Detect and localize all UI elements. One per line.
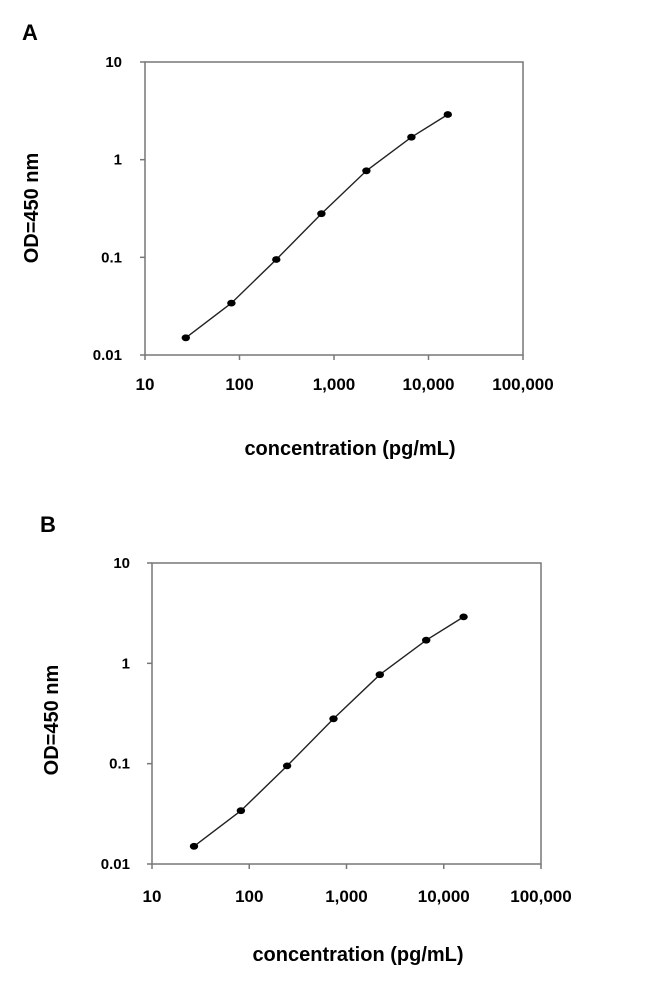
x-tick-label: 10,000: [403, 375, 455, 394]
data-point: [422, 636, 431, 644]
data-point: [329, 715, 338, 723]
y-tick-label: 0.1: [109, 756, 130, 773]
series-line: [185, 113, 449, 339]
y-tick-label: 10: [113, 555, 130, 572]
x-tick-label: 100: [235, 887, 263, 906]
x-axis-title: concentration (pg/mL): [252, 944, 463, 966]
x-axis-title: concentration (pg/mL): [244, 438, 455, 460]
y-axis-title: OD=450 nm: [41, 665, 63, 776]
data-point: [189, 842, 199, 850]
y-axis-title: OD=450 nm: [21, 153, 43, 264]
data-point: [282, 762, 292, 770]
chart-panel-a: A 0.01 0.1 1 10 10 100 1,000 10,000 100,000 concen…: [21, 20, 554, 460]
y-tick-label: 1: [122, 655, 130, 672]
data-point: [362, 167, 371, 175]
data-point: [375, 671, 384, 679]
x-tick-label: 10: [136, 375, 155, 394]
x-tick-label: 10: [143, 887, 162, 906]
chart-panel-b: B 0.01 0.1 1 10 10 100 1,000 10,000 100,000 concen…: [40, 512, 572, 966]
x-tick-label: 100,000: [510, 887, 571, 906]
panel-label: B: [40, 512, 56, 537]
plot-area: [151, 562, 542, 865]
data-point: [227, 299, 236, 307]
y-tick-label: 0.01: [93, 347, 122, 364]
data-point: [236, 807, 246, 815]
x-tick-label: 1,000: [313, 375, 356, 394]
data-point: [407, 133, 416, 141]
plot-area: [144, 61, 524, 356]
data-point: [443, 111, 452, 118]
x-tick-label: 100,000: [492, 375, 553, 394]
x-tick-label: 1,000: [325, 887, 368, 906]
data-point: [317, 210, 326, 218]
y-tick-label: 0.01: [101, 856, 130, 873]
series-line: [193, 616, 464, 847]
x-tick-label: 10,000: [418, 887, 470, 906]
data-point: [181, 334, 190, 342]
y-tick-label: 1: [114, 152, 122, 169]
data-point: [459, 613, 468, 621]
y-tick-label: 0.1: [101, 249, 122, 266]
panel-label: A: [22, 20, 38, 45]
x-tick-label: 100: [225, 375, 253, 394]
y-tick-label: 10: [105, 54, 122, 71]
data-point: [272, 256, 281, 263]
